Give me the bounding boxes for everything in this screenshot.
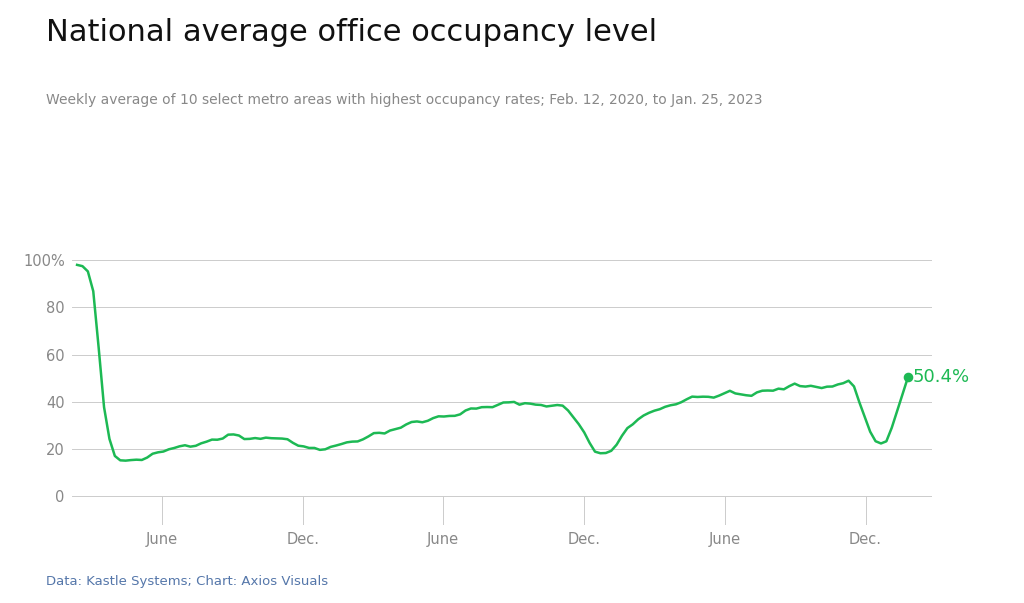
Point (900, 373, 916, 382)
Text: 50.4%: 50.4% (912, 368, 970, 387)
Text: National average office occupancy level: National average office occupancy level (46, 18, 657, 47)
Text: Data: Kastle Systems; Chart: Axios Visuals: Data: Kastle Systems; Chart: Axios Visua… (46, 575, 329, 588)
Text: Weekly average of 10 select metro areas with highest occupancy rates; Feb. 12, 2: Weekly average of 10 select metro areas … (46, 93, 763, 107)
